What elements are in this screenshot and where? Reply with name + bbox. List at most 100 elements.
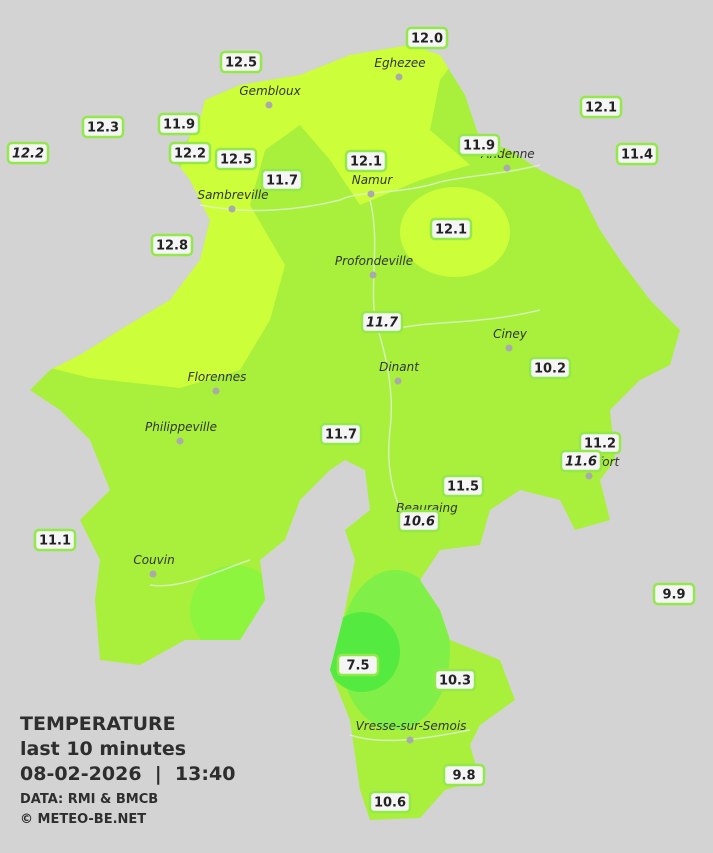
station-box bbox=[429, 217, 473, 241]
town-label: Ciney bbox=[493, 327, 528, 341]
station-box bbox=[344, 149, 388, 173]
zone bbox=[190, 565, 280, 655]
station-box bbox=[405, 26, 449, 50]
station: 10.6 bbox=[397, 509, 441, 533]
station-value: 12.3 bbox=[87, 121, 119, 136]
station-value: 11.4 bbox=[621, 148, 653, 163]
town-dot bbox=[395, 73, 403, 81]
station: 12.8 bbox=[150, 233, 194, 257]
station: 12.1 bbox=[429, 217, 473, 241]
station-value: 10.6 bbox=[403, 515, 435, 530]
station-box bbox=[433, 668, 477, 692]
station: 11.7 bbox=[319, 422, 363, 446]
station: 11.4 bbox=[615, 142, 659, 166]
stations: 12.0 12.5 12.1 12.3 11.9 12.2 12.2 12.5 11.7 12.1… bbox=[6, 26, 696, 814]
station-box bbox=[33, 528, 77, 552]
station-box bbox=[360, 310, 404, 334]
station: 11.7 bbox=[260, 168, 304, 192]
station-value: 12.2 bbox=[174, 147, 206, 162]
town-dot bbox=[149, 570, 157, 578]
station-value: 9.9 bbox=[662, 588, 685, 603]
station-value: 11.7 bbox=[266, 174, 298, 189]
station-value: 11.9 bbox=[163, 118, 195, 133]
town-label: Vresse-sur-Semois bbox=[356, 719, 467, 733]
station-box bbox=[214, 147, 258, 171]
station-value: 7.5 bbox=[346, 659, 369, 674]
station-value: 10.6 bbox=[374, 796, 406, 811]
town-dot bbox=[394, 377, 402, 385]
station-value: 11.7 bbox=[325, 428, 357, 443]
station-value: 11.5 bbox=[447, 480, 479, 495]
station: 9.8 bbox=[442, 763, 486, 787]
town-dot bbox=[176, 437, 184, 445]
town-label: Couvin bbox=[133, 553, 174, 567]
station-value: 11.9 bbox=[463, 139, 495, 154]
station-value: 11.7 bbox=[366, 316, 399, 331]
station-box bbox=[442, 763, 486, 787]
station-value: 11.2 bbox=[584, 437, 616, 452]
station: 11.9 bbox=[157, 112, 201, 136]
town-dot bbox=[367, 190, 375, 198]
station-box bbox=[579, 95, 623, 119]
town-label: Sambreville bbox=[197, 188, 268, 202]
zone bbox=[324, 612, 400, 692]
legend-subtitle: last 10 minutes bbox=[20, 738, 186, 760]
station-box bbox=[441, 474, 485, 498]
legend-datetime: 08-02-2026 | 13:40 bbox=[20, 763, 235, 785]
station-value: 10.3 bbox=[439, 674, 471, 689]
town-label: Eghezee bbox=[374, 56, 425, 70]
station: 10.3 bbox=[433, 668, 477, 692]
station: 12.2 bbox=[6, 141, 50, 165]
station-box bbox=[397, 509, 441, 533]
station-value: 9.8 bbox=[452, 769, 475, 784]
station-box bbox=[157, 112, 201, 136]
station: 12.3 bbox=[81, 115, 125, 139]
town-dot bbox=[265, 101, 273, 109]
station-value: 12.1 bbox=[585, 101, 617, 116]
station-box bbox=[559, 449, 603, 473]
station-value: 11.6 bbox=[565, 455, 597, 470]
town-dot bbox=[228, 205, 236, 213]
station-box bbox=[652, 582, 696, 606]
station-box bbox=[150, 233, 194, 257]
legend-title: TEMPERATURE bbox=[20, 713, 176, 735]
zone bbox=[30, 45, 470, 388]
station-box bbox=[6, 141, 50, 165]
station: 12.0 bbox=[405, 26, 449, 50]
station: 9.9 bbox=[652, 582, 696, 606]
station-box bbox=[168, 141, 212, 165]
station-value: 12.1 bbox=[350, 155, 382, 170]
station-value: 11.1 bbox=[39, 534, 71, 549]
station-box bbox=[528, 356, 572, 380]
station-box bbox=[615, 142, 659, 166]
station: 11.6 bbox=[559, 449, 603, 473]
station: 10.2 bbox=[528, 356, 572, 380]
town-dot bbox=[406, 736, 414, 744]
rivers bbox=[149, 164, 541, 742]
station: 12.1 bbox=[579, 95, 623, 119]
station-value: 10.2 bbox=[534, 362, 566, 377]
station: 11.7 bbox=[360, 310, 404, 334]
town-dot bbox=[212, 387, 220, 395]
station-box bbox=[81, 115, 125, 139]
town-label: Namur bbox=[352, 173, 394, 187]
town-dot bbox=[369, 271, 377, 279]
town-dot bbox=[585, 472, 593, 480]
town-label: Gembloux bbox=[239, 84, 301, 98]
station: 12.5 bbox=[214, 147, 258, 171]
station-box bbox=[336, 653, 380, 677]
station-value: 12.5 bbox=[220, 153, 252, 168]
town-dot bbox=[503, 164, 511, 172]
station: 12.1 bbox=[344, 149, 388, 173]
station-box bbox=[368, 790, 412, 814]
station: 11.2 bbox=[578, 431, 622, 455]
town-dot bbox=[505, 344, 513, 352]
town-label: Florennes bbox=[188, 370, 247, 384]
station: 12.5 bbox=[219, 50, 263, 74]
station: 11.5 bbox=[441, 474, 485, 498]
legend: TEMPERATURE last 10 minutes 08-02-2026 |… bbox=[20, 713, 235, 827]
station-box bbox=[219, 50, 263, 74]
legend-source: DATA: RMI & BMCB bbox=[20, 792, 158, 807]
